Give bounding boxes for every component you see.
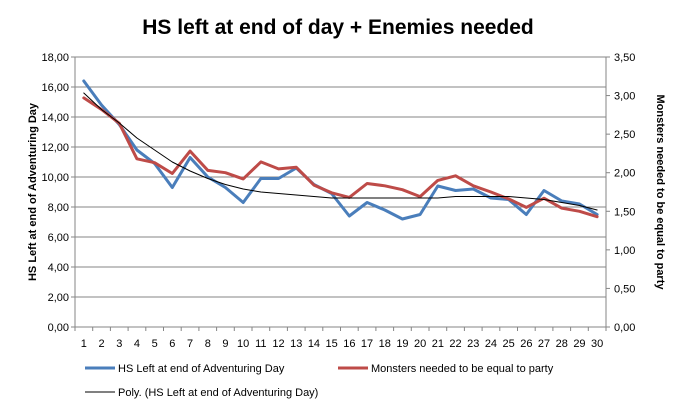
x-tick-label: 16 bbox=[343, 338, 355, 350]
y-tick-label: 18,00 bbox=[41, 52, 69, 64]
x-tick-label: 14 bbox=[308, 338, 320, 350]
y2-tick-label: 2,00 bbox=[614, 168, 635, 180]
y2-tick-labels: 0,00 0,50 1,00 1,50 2,00 2,50 3,00 3,50 bbox=[614, 52, 635, 334]
series-lines bbox=[82, 79, 599, 221]
x-tick-label: 5 bbox=[152, 338, 158, 350]
y-tick-label: 10,00 bbox=[41, 172, 69, 184]
x-tick-label: 22 bbox=[449, 338, 461, 350]
series-line bbox=[82, 96, 599, 219]
x-tick-label: 28 bbox=[556, 338, 568, 350]
y-tick-label: 2,00 bbox=[48, 292, 69, 304]
x-tick-label: 1 bbox=[81, 338, 87, 350]
x-tick-label: 19 bbox=[396, 338, 408, 350]
y-tick-label: 16,00 bbox=[41, 82, 69, 94]
x-tick-label: 30 bbox=[591, 338, 603, 350]
x-tick-label: 15 bbox=[326, 338, 338, 350]
x-tick-label: 6 bbox=[169, 338, 175, 350]
chart-title: HS left at end of day + Enemies needed bbox=[142, 16, 534, 39]
x-tick-label: 4 bbox=[134, 338, 140, 350]
x-tick-label: 10 bbox=[237, 338, 249, 350]
y2-tick-label: 2,50 bbox=[614, 129, 635, 141]
x-tick-label: 13 bbox=[290, 338, 302, 350]
x-tick-label: 26 bbox=[520, 338, 532, 350]
y-axis-label: HS Left at end of Adventuring Day bbox=[27, 102, 39, 281]
x-tick-label: 8 bbox=[205, 338, 211, 350]
y2-tick-label: 1,50 bbox=[614, 206, 635, 218]
x-tick-label: 23 bbox=[467, 338, 479, 350]
x-tick-label: 25 bbox=[503, 338, 515, 350]
x-tick-label: 20 bbox=[414, 338, 426, 350]
legend-label: Monsters needed to be equal to party bbox=[371, 363, 554, 375]
gridlines bbox=[75, 56, 606, 328]
y-tick-label: 8,00 bbox=[48, 202, 69, 214]
y-tick-labels: 0,00 2,00 4,00 6,00 8,00 10,00 12,00 14,00 16,00… bbox=[41, 52, 69, 334]
x-tick-label: 21 bbox=[432, 338, 444, 350]
legend-label: HS Left at end of Adventuring Day bbox=[118, 363, 285, 375]
x-tick-label: 27 bbox=[538, 338, 550, 350]
x-tick-label: 3 bbox=[116, 338, 122, 350]
y-tick-label: 6,00 bbox=[48, 232, 69, 244]
y2-tick-label: 0,50 bbox=[614, 283, 635, 295]
x-tick-labels: 1 2 3 4 5 6 7 8 9 10 11 12 13 14 15 16 17 18 19 20 21 22 23 24 2… bbox=[81, 338, 603, 350]
x-tick-label: 7 bbox=[187, 338, 193, 350]
x-tick-label: 11 bbox=[255, 338, 266, 350]
y2-tick-label: 0,00 bbox=[614, 322, 635, 334]
y2-tick-label: 3,50 bbox=[614, 52, 635, 64]
x-tick-label: 17 bbox=[361, 338, 373, 350]
y-tick-label: 4,00 bbox=[48, 262, 69, 274]
axes bbox=[71, 56, 610, 331]
trendline bbox=[83, 92, 598, 211]
y-tick-label: 0,00 bbox=[48, 322, 69, 334]
x-tick-label: 29 bbox=[573, 338, 585, 350]
y2-tick-label: 3,00 bbox=[614, 91, 635, 103]
x-tick-label: 24 bbox=[485, 338, 497, 350]
legend-label: Poly. (HS Left at end of Adventuring Day… bbox=[118, 387, 318, 399]
y-tick-label: 12,00 bbox=[41, 142, 69, 154]
x-tick-label: 9 bbox=[222, 338, 228, 350]
y-tick-label: 14,00 bbox=[41, 112, 69, 124]
x-tick-label: 18 bbox=[379, 338, 391, 350]
y2-tick-label: 1,00 bbox=[614, 245, 635, 257]
series-line bbox=[82, 79, 599, 221]
y2-axis-label: Monsters needed to be equal to party bbox=[654, 95, 666, 291]
x-tick-label: 2 bbox=[98, 338, 104, 350]
legend: HS Left at end of Adventuring Day Monster… bbox=[85, 363, 554, 399]
x-tick-label: 12 bbox=[272, 338, 284, 350]
